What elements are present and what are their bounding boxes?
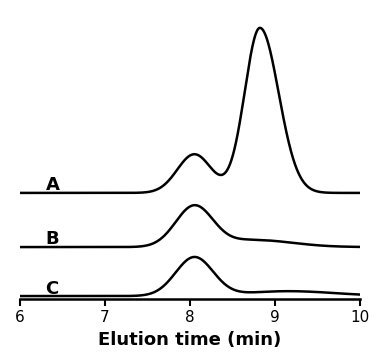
Text: A: A [45, 176, 59, 194]
Text: B: B [45, 230, 59, 248]
X-axis label: Elution time (min): Elution time (min) [99, 331, 282, 349]
Text: C: C [45, 280, 59, 298]
